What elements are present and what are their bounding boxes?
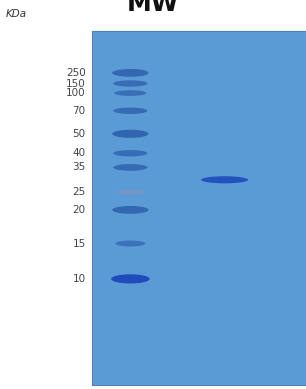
Text: 10: 10 — [73, 274, 86, 284]
Ellipse shape — [113, 80, 147, 87]
Text: MW: MW — [127, 0, 179, 16]
Text: 50: 50 — [73, 129, 86, 139]
Text: 40: 40 — [73, 148, 86, 158]
FancyBboxPatch shape — [92, 31, 306, 385]
Ellipse shape — [115, 240, 145, 247]
Text: 25: 25 — [73, 187, 86, 197]
Text: 70: 70 — [73, 106, 86, 116]
Ellipse shape — [113, 108, 147, 114]
Text: 150: 150 — [66, 79, 86, 89]
Ellipse shape — [114, 90, 146, 96]
Text: 15: 15 — [73, 238, 86, 249]
Text: KDa: KDa — [6, 9, 27, 19]
Ellipse shape — [112, 206, 149, 214]
Ellipse shape — [111, 274, 150, 284]
Text: 100: 100 — [66, 88, 86, 98]
Ellipse shape — [112, 69, 149, 77]
Text: 250: 250 — [66, 68, 86, 78]
Ellipse shape — [201, 176, 248, 183]
Text: 35: 35 — [73, 162, 86, 172]
Ellipse shape — [113, 150, 147, 156]
Text: 20: 20 — [73, 205, 86, 215]
Ellipse shape — [116, 189, 144, 195]
Ellipse shape — [112, 130, 149, 138]
Ellipse shape — [113, 164, 147, 171]
